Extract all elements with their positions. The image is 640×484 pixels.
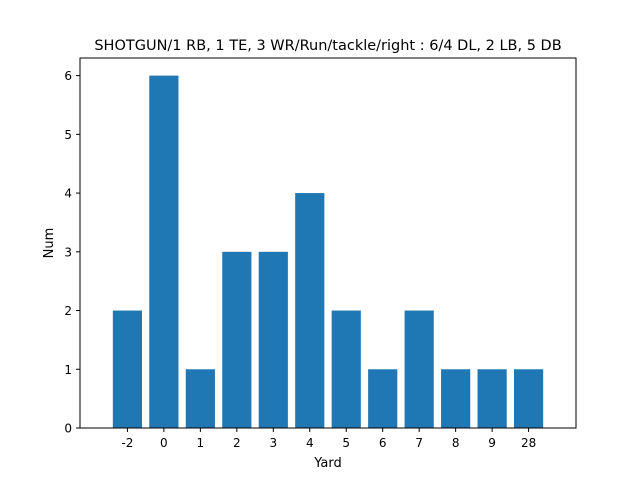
bar-4	[295, 193, 325, 428]
x-tick-label: 0	[160, 436, 168, 450]
x-tick-label: 7	[415, 436, 423, 450]
y-tick-label: 3	[64, 245, 72, 259]
bar-3	[258, 251, 288, 428]
x-axis-label: Yard	[313, 456, 342, 471]
y-tick-label: 2	[64, 304, 72, 318]
x-tick-label: 8	[452, 436, 460, 450]
bar-7	[404, 310, 434, 428]
x-tick-label: 3	[269, 436, 277, 450]
y-axis-ticks: 0 1 2 3 4 5 6	[64, 69, 80, 436]
y-tick-label: 4	[64, 187, 72, 201]
y-tick-label: 5	[64, 128, 72, 142]
bar-5	[331, 310, 361, 428]
bar-2	[222, 251, 252, 428]
bar-1	[185, 369, 215, 428]
y-tick-label: 1	[64, 363, 72, 377]
bar-0	[149, 75, 179, 428]
bar-6	[368, 369, 398, 428]
bar--2	[112, 310, 142, 428]
x-tick-label: 5	[342, 436, 350, 450]
x-tick-label: -2	[121, 436, 133, 450]
x-tick-label: 6	[379, 436, 387, 450]
x-axis-ticks: -2 0 1 2 3 4 5 6 7 8 9 28	[121, 428, 536, 450]
x-tick-label: 9	[488, 436, 496, 450]
x-tick-label: 28	[521, 436, 536, 450]
x-tick-label: 1	[197, 436, 205, 450]
bars-group	[112, 75, 544, 428]
bar-8	[441, 369, 471, 428]
x-tick-label: 4	[306, 436, 314, 450]
bar-28	[514, 369, 544, 428]
y-tick-label: 0	[64, 422, 72, 436]
bar-9	[477, 369, 507, 428]
y-axis-label: Num	[42, 228, 57, 259]
x-tick-label: 2	[233, 436, 241, 450]
chart-title: SHOTGUN/1 RB, 1 TE, 3 WR/Run/tackle/righ…	[94, 38, 561, 54]
plot-frame	[79, 57, 577, 429]
y-tick-label: 6	[64, 69, 72, 83]
